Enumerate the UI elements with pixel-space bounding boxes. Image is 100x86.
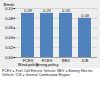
- html-text:FCEV = Fuel Cell Electric Vehi: FCEV = Fuel Cell Electric Vehicle; BEV =…: [2, 69, 93, 78]
- svg-text:$/mile: $/mile: [4, 2, 15, 7]
- svg-text:BEV: BEV: [62, 58, 70, 63]
- svg-text:0.09: 0.09: [43, 8, 52, 13]
- svg-text:0.02: 0.02: [5, 45, 14, 50]
- svg-text:0.09: 0.09: [24, 8, 33, 13]
- svg-text:ICE: ICE: [82, 58, 89, 63]
- html-text:FCEV: FCEV: [22, 58, 34, 64]
- svg-text:0.08: 0.08: [5, 16, 14, 21]
- svg-text:0.00: 0.00: [5, 55, 14, 60]
- svg-text:0.08: 0.08: [81, 13, 90, 18]
- svg-text:0.09: 0.09: [62, 8, 71, 13]
- html-text:Wind policy: Wind policy: [17, 62, 39, 68]
- svg-text:0.10: 0.10: [5, 5, 13, 11]
- svg-text:FCEVStrong policy: FCEVStrong policy: [35, 58, 58, 67]
- svg-text:0.04: 0.04: [5, 35, 14, 40]
- svg-text:0.06: 0.06: [5, 25, 14, 30]
